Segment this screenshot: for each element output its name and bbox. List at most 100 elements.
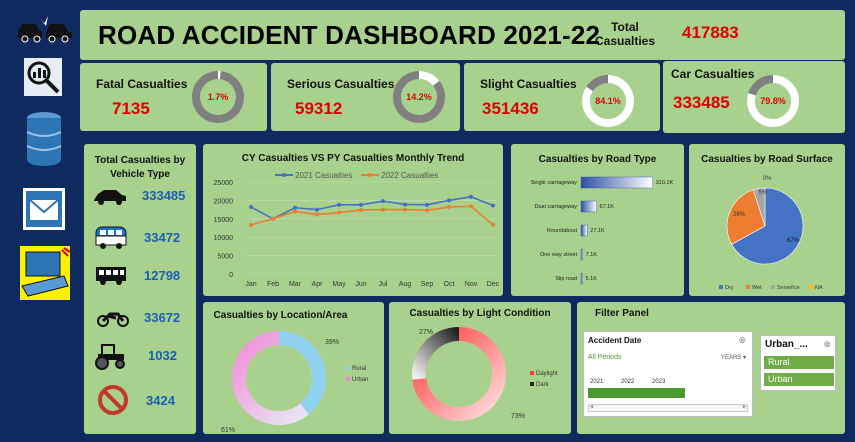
vehicle-row-motorcycle: 33672 <box>84 304 202 334</box>
series-line-1 <box>250 195 494 220</box>
kpi-label: Slight Casualties <box>480 77 577 91</box>
kpi-donut: 79.8% <box>747 75 799 127</box>
pie-slice <box>752 187 766 227</box>
kpi-label: Serious Casualties <box>287 77 395 91</box>
kpi-value: 59312 <box>295 99 343 118</box>
database-icon[interactable] <box>26 112 62 166</box>
urban-slicer-title: Urban_... <box>765 339 808 350</box>
x-tick-label: Feb <box>267 281 279 288</box>
kpi-label: Car Casualties <box>671 67 755 81</box>
x-tick-label: Aug <box>399 281 412 288</box>
legend-label: Snow/Ice <box>777 285 800 291</box>
total-casualties-label: Total Casualties <box>594 20 656 48</box>
vehicle-row-bus: 12798 <box>84 262 202 292</box>
sidebar <box>2 2 76 440</box>
kpi-value: 351436 <box>482 99 539 118</box>
series-point <box>469 194 473 199</box>
timeline-slicer[interactable]: Accident Date ⊗ All Periods YEARS ▾ 2021… <box>583 331 753 417</box>
vehicle-panel-title: Total Casualties by Vehicle Type <box>94 155 186 180</box>
timeline-year-2023[interactable]: 2023 <box>652 379 666 385</box>
bar-value-label: 7.1K <box>586 252 598 258</box>
kpi-pct: 1.7% <box>208 92 229 102</box>
y-tick-label: 10000 <box>214 235 234 242</box>
kpi-value: 7135 <box>112 99 150 118</box>
x-tick-label: Jan <box>245 281 256 288</box>
series-point <box>425 208 429 213</box>
kpi-value: 333485 <box>673 93 730 112</box>
road-type-title: Casualties by Road Type <box>538 154 657 165</box>
pie-data-label: 0% <box>763 176 772 182</box>
kpi-donut-arc <box>747 75 799 127</box>
pie-slice <box>731 187 804 265</box>
x-tick-label: Dec <box>487 281 500 288</box>
x-tick-label: Oct <box>444 281 455 288</box>
kpi-donut-arc <box>192 71 244 123</box>
vehicle-value: 1032 <box>148 348 177 363</box>
vehicle-value: 333485 <box>142 188 186 203</box>
kpi-pct: 79.8% <box>760 96 786 106</box>
legend-label: Wet <box>752 285 762 291</box>
kpi-donut: 84.1% <box>582 75 634 127</box>
series-point <box>381 199 385 204</box>
light-label-dark: 27% <box>419 329 433 336</box>
bar <box>580 200 597 213</box>
x-tick-label: Mar <box>289 281 302 288</box>
timeline-period: All Periods <box>588 354 622 361</box>
y-tick-label: 20000 <box>214 198 234 205</box>
location-label-urban: 61% <box>221 427 235 434</box>
series-point <box>337 202 341 207</box>
legend-swatch-daylight <box>530 371 534 375</box>
clear-filter-icon[interactable]: ⊗ <box>823 339 831 349</box>
x-tick-label: Sep <box>421 281 434 288</box>
kpi-serious: Serious Casualties 59312 14.2% <box>271 63 460 131</box>
timeline-selection-bar[interactable] <box>588 388 686 398</box>
urban-slicer[interactable]: Urban_... ⊗ Rural Urban <box>760 335 836 391</box>
light-label-daylight: 73% <box>511 413 525 420</box>
timeline-unit-select[interactable]: YEARS ▾ <box>720 355 746 361</box>
bar <box>580 272 583 285</box>
series-point <box>491 203 495 208</box>
pie-slice <box>726 189 766 245</box>
light-chart: 27% 73% Daylight Dark <box>412 327 558 421</box>
road-surface-chart: 67% 28% 5% 0% Dry Wet Snow/Ice NA <box>719 176 823 291</box>
legend-label-2022: 2022 Casualties <box>381 171 438 180</box>
mail-icon[interactable] <box>23 188 65 230</box>
vehicle-row-other: 3424 <box>84 384 202 415</box>
bar <box>580 248 583 261</box>
vehicle-row-car: 333485 <box>84 182 202 212</box>
pie-data-label: 67% <box>787 238 800 244</box>
vehicle-row-tractor: 1032 <box>84 342 202 372</box>
bar-category-label: Single carriageway <box>531 180 578 186</box>
pie-data-label: 28% <box>733 212 746 218</box>
series-point <box>293 209 297 214</box>
series-point <box>447 205 451 210</box>
vehicle-value: 33672 <box>144 310 181 325</box>
series-point <box>337 210 341 215</box>
series-point <box>271 216 275 221</box>
x-tick-label: Nov <box>465 281 478 288</box>
car-icon <box>94 190 126 205</box>
legend-label-rural: Rural <box>352 366 366 372</box>
timeline-scrollbar[interactable]: ◂ ▸ <box>588 404 748 412</box>
clear-filter-icon[interactable]: ⊗ <box>738 335 746 345</box>
kpi-pct: 84.1% <box>595 96 621 106</box>
urban-slicer-option-rural[interactable]: Rural <box>764 356 834 369</box>
search-analytics-icon[interactable] <box>24 58 62 96</box>
vehicle-value: 33472 <box>144 230 181 245</box>
bar-value-label: 5.1K <box>586 276 598 282</box>
kpi-donut: 14.2% <box>393 71 445 123</box>
road-type-panel: Casualties by Road Type Single carriagew… <box>511 144 684 296</box>
laptop-icon[interactable] <box>20 246 71 300</box>
series-point <box>293 205 297 210</box>
timeline-year-2022[interactable]: 2022 <box>621 379 635 385</box>
timeline-year-2021[interactable]: 2021 <box>590 379 604 385</box>
bar-value-label: 67.1K <box>600 204 615 210</box>
legend-swatch-urban <box>346 377 350 381</box>
urban-slicer-option-urban[interactable]: Urban <box>764 373 834 386</box>
y-tick-label: 0 <box>229 272 233 279</box>
vehicle-type-panel: Total Casualties by Vehicle Type 333485 … <box>84 144 196 434</box>
bar-category-label: Slip road <box>555 276 577 282</box>
car-crash-icon[interactable] <box>16 12 76 47</box>
filter-title: Filter Panel <box>595 308 649 319</box>
kpi-slight: Slight Casualties 351436 84.1% <box>464 63 660 131</box>
